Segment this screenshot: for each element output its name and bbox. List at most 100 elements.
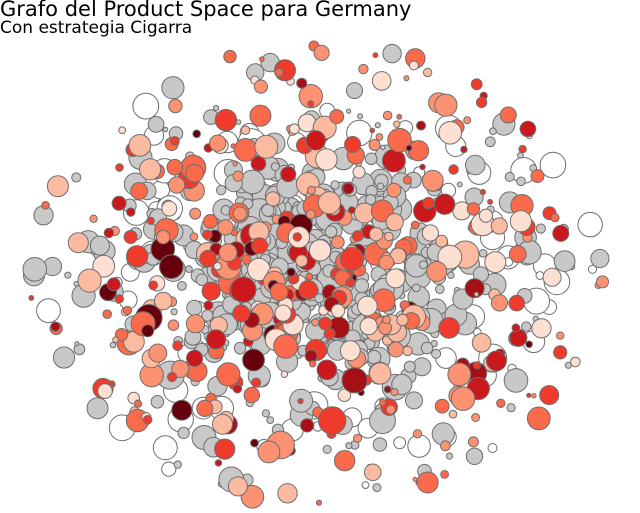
product-node — [315, 499, 323, 506]
product-node — [115, 163, 124, 172]
product-node — [329, 109, 345, 125]
product-node — [539, 385, 560, 406]
product-node — [506, 403, 516, 413]
product-node — [304, 349, 318, 363]
product-node — [148, 280, 158, 291]
product-node — [273, 334, 299, 359]
product-node — [280, 370, 289, 378]
product-node — [378, 254, 395, 271]
product-node — [153, 291, 173, 311]
product-node — [216, 184, 227, 196]
product-node — [103, 227, 115, 239]
product-node — [509, 210, 533, 233]
product-node — [358, 63, 369, 75]
product-node — [490, 217, 508, 235]
product-node — [297, 398, 304, 405]
product-node — [435, 284, 445, 295]
product-node — [416, 471, 439, 494]
product-node — [202, 214, 218, 229]
product-node — [361, 481, 370, 490]
product-node — [46, 175, 69, 198]
product-node — [250, 155, 267, 172]
product-node — [202, 229, 213, 240]
product-node — [478, 249, 488, 258]
product-node — [233, 341, 247, 355]
product-node — [407, 140, 430, 162]
product-node — [300, 418, 315, 433]
product-node — [227, 476, 248, 497]
product-node — [382, 315, 392, 325]
product-node — [357, 295, 378, 317]
product-node — [265, 191, 281, 207]
product-node — [412, 429, 423, 439]
product-node — [384, 231, 394, 242]
product-node — [185, 265, 193, 274]
product-node — [67, 232, 89, 254]
product-node — [295, 254, 309, 268]
product-node — [171, 399, 193, 421]
product-node — [346, 108, 352, 114]
product-node — [508, 294, 526, 312]
product-node — [552, 224, 570, 242]
product-node — [378, 398, 387, 407]
product-node — [126, 207, 136, 217]
product-node — [130, 182, 149, 200]
product-node — [172, 340, 183, 352]
product-node — [553, 250, 576, 273]
product-node — [371, 71, 392, 91]
product-node — [240, 169, 265, 195]
product-node — [22, 257, 48, 282]
product-node — [484, 136, 496, 148]
product-node — [123, 230, 138, 244]
product-node — [308, 239, 332, 262]
product-node — [531, 393, 537, 399]
product-node — [112, 336, 119, 344]
product-node — [240, 485, 265, 509]
product-node — [422, 67, 433, 78]
product-node — [196, 399, 214, 417]
product-node — [426, 261, 448, 282]
product-node — [146, 216, 155, 225]
product-node — [125, 245, 149, 268]
product-node — [203, 300, 214, 311]
product-node — [393, 120, 401, 128]
product-node — [339, 246, 364, 271]
product-node — [535, 271, 545, 280]
product-node — [64, 271, 72, 279]
product-node — [277, 483, 298, 504]
product-node — [440, 470, 450, 479]
product-node — [342, 182, 355, 195]
product-node — [386, 182, 402, 198]
product-node — [438, 121, 463, 145]
product-node — [345, 442, 353, 450]
product-node — [496, 398, 506, 408]
product-node — [372, 437, 388, 452]
product-node — [114, 294, 125, 304]
product-node — [148, 343, 168, 363]
product-node — [309, 360, 317, 368]
product-node — [405, 144, 413, 152]
product-node — [448, 409, 458, 419]
product-node — [382, 148, 406, 173]
product-node — [251, 377, 262, 388]
product-node — [390, 388, 399, 397]
product-node — [150, 395, 165, 409]
product-node — [171, 359, 190, 379]
product-node — [412, 476, 418, 482]
product-node — [511, 323, 521, 333]
product-node — [242, 348, 265, 372]
product-node — [339, 340, 361, 362]
product-node — [460, 145, 468, 154]
product-node — [241, 254, 252, 265]
product-node — [205, 329, 227, 350]
product-node — [478, 208, 494, 223]
product-node — [52, 346, 76, 369]
product-node — [74, 341, 80, 347]
product-node — [357, 113, 364, 120]
product-node — [270, 162, 280, 172]
product-node — [419, 163, 426, 171]
product-node — [410, 220, 420, 230]
product-node — [185, 314, 206, 334]
product-node — [159, 254, 184, 280]
product-node — [411, 283, 421, 293]
